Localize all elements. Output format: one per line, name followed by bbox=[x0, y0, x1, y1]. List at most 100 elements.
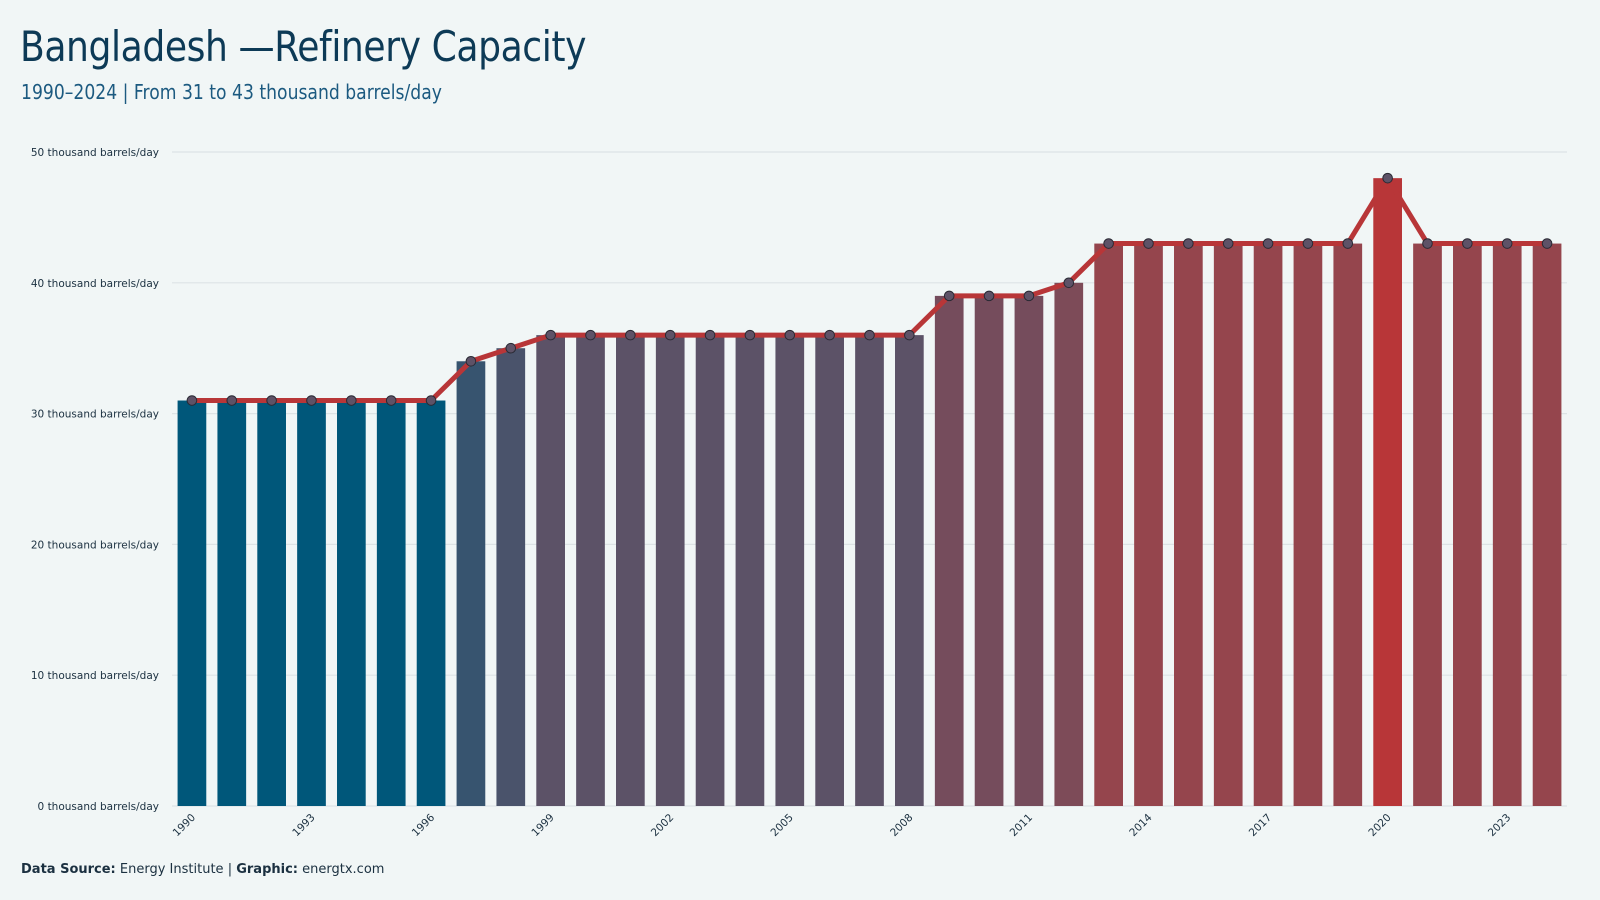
marker-1997 bbox=[465, 355, 477, 367]
x-tick-label: 2002 bbox=[649, 812, 676, 839]
marker-1994 bbox=[346, 395, 357, 406]
x-tick-label: 2011 bbox=[1008, 812, 1035, 839]
marker-2008 bbox=[904, 329, 915, 341]
x-tick-label: 1993 bbox=[290, 812, 317, 839]
x-tick-label: 2005 bbox=[769, 812, 796, 839]
bar-2016 bbox=[1213, 243, 1243, 806]
y-tick-label: 20 thousand barrels/day bbox=[31, 539, 159, 551]
bar-2012 bbox=[1054, 282, 1084, 806]
bar-2007 bbox=[855, 335, 884, 806]
graphic-value: energtx.com bbox=[302, 862, 385, 877]
y-tick-label: 10 thousand barrels/day bbox=[31, 670, 159, 682]
marker-1995 bbox=[385, 395, 397, 406]
bar-2008 bbox=[895, 335, 924, 806]
source-label: Data Source: bbox=[21, 862, 116, 877]
refinery-capacity-chart: 0 thousand barrels/day 10 thousand barrel… bbox=[31, 147, 1567, 839]
marker-2004 bbox=[744, 329, 756, 341]
marker-1991 bbox=[226, 395, 238, 406]
marker-2011 bbox=[1023, 290, 1035, 302]
marker-1998 bbox=[505, 342, 517, 354]
x-tick-label: 2014 bbox=[1127, 811, 1155, 839]
marker-2024 bbox=[1541, 238, 1553, 249]
marker-2022 bbox=[1462, 238, 1473, 249]
footer-credits: Data Source: Energy Institute | Graphic:… bbox=[21, 862, 384, 877]
marker-2020 bbox=[1382, 172, 1393, 184]
bar-2023 bbox=[1492, 243, 1522, 806]
marker-2010 bbox=[983, 290, 995, 302]
bar-2000 bbox=[576, 335, 605, 806]
bar-1991 bbox=[217, 400, 247, 806]
marker-2021 bbox=[1422, 238, 1433, 249]
marker-2014 bbox=[1143, 238, 1154, 249]
y-axis-ticks: 0 thousand barrels/day 10 thousand barrel… bbox=[31, 147, 159, 813]
marker-2002 bbox=[664, 329, 676, 341]
bar-2004 bbox=[735, 335, 765, 806]
marker-2012 bbox=[1063, 277, 1075, 289]
x-tick-label: 2008 bbox=[888, 812, 915, 839]
marker-1993 bbox=[306, 395, 317, 406]
x-tick-label: 2017 bbox=[1247, 812, 1274, 839]
bar-2018 bbox=[1293, 243, 1323, 806]
marker-2000 bbox=[585, 329, 596, 341]
marker-1990 bbox=[186, 395, 198, 406]
bar-2021 bbox=[1413, 243, 1442, 806]
bar-2020 bbox=[1373, 178, 1402, 806]
marker-1996 bbox=[425, 395, 437, 406]
bars bbox=[177, 178, 1562, 806]
bar-2003 bbox=[695, 335, 725, 806]
bar-2019 bbox=[1333, 243, 1363, 806]
bar-2024 bbox=[1532, 243, 1562, 806]
footer-separator: | bbox=[227, 862, 233, 877]
bar-2017 bbox=[1253, 243, 1283, 806]
marker-2016 bbox=[1222, 238, 1234, 249]
x-tick-label: 1990 bbox=[171, 812, 198, 839]
bar-2002 bbox=[655, 335, 685, 806]
marker-2013 bbox=[1103, 238, 1114, 249]
marker-2005 bbox=[784, 329, 796, 341]
bar-1993 bbox=[297, 400, 326, 806]
bar-1990 bbox=[177, 400, 207, 806]
bar-1992 bbox=[257, 400, 286, 806]
marker-2019 bbox=[1342, 238, 1354, 249]
bar-1994 bbox=[337, 400, 366, 806]
source-value: Energy Institute bbox=[119, 862, 224, 877]
bar-1995 bbox=[376, 400, 406, 806]
bar-2009 bbox=[934, 295, 964, 806]
y-tick-label: 40 thousand barrels/day bbox=[31, 278, 159, 290]
marker-2003 bbox=[704, 329, 716, 341]
y-tick-label: 50 thousand barrels/day bbox=[31, 147, 159, 159]
bar-2001 bbox=[616, 335, 645, 806]
trend-markers bbox=[186, 172, 1553, 406]
marker-2001 bbox=[625, 329, 636, 341]
bar-2022 bbox=[1453, 243, 1482, 806]
bar-2013 bbox=[1094, 243, 1123, 806]
marker-2015 bbox=[1183, 238, 1194, 249]
bar-2015 bbox=[1174, 243, 1203, 806]
x-tick-label: 1996 bbox=[410, 811, 438, 839]
bar-1998 bbox=[496, 348, 526, 806]
marker-2018 bbox=[1302, 238, 1314, 249]
bar-2006 bbox=[815, 335, 844, 806]
bar-2010 bbox=[974, 295, 1004, 806]
x-tick-label: 1999 bbox=[529, 812, 556, 839]
bar-2014 bbox=[1134, 243, 1163, 806]
marker-2009 bbox=[943, 290, 955, 302]
marker-2007 bbox=[864, 329, 875, 341]
marker-2006 bbox=[824, 329, 835, 341]
bar-2011 bbox=[1014, 295, 1044, 806]
y-tick-label: 0 thousand barrels/day bbox=[38, 801, 159, 813]
marker-2023 bbox=[1501, 238, 1513, 249]
y-tick-label: 30 thousand barrels/day bbox=[31, 409, 159, 421]
x-tick-label: 2023 bbox=[1486, 812, 1513, 839]
chart-title: Bangladesh —Refinery Capacity bbox=[20, 22, 587, 71]
marker-1999 bbox=[545, 329, 556, 341]
x-tick-label: 2020 bbox=[1366, 812, 1393, 839]
bar-1996 bbox=[416, 400, 446, 806]
graphic-label: Graphic: bbox=[236, 862, 298, 877]
bar-1999 bbox=[536, 335, 565, 806]
x-axis-ticks: 1990 1993 1996 1999 2002 2005 2008 2011 2014 2017… bbox=[171, 811, 1514, 839]
marker-2017 bbox=[1262, 238, 1274, 249]
marker-1992 bbox=[266, 395, 277, 406]
bar-1997 bbox=[456, 361, 486, 806]
bar-2005 bbox=[775, 335, 805, 806]
